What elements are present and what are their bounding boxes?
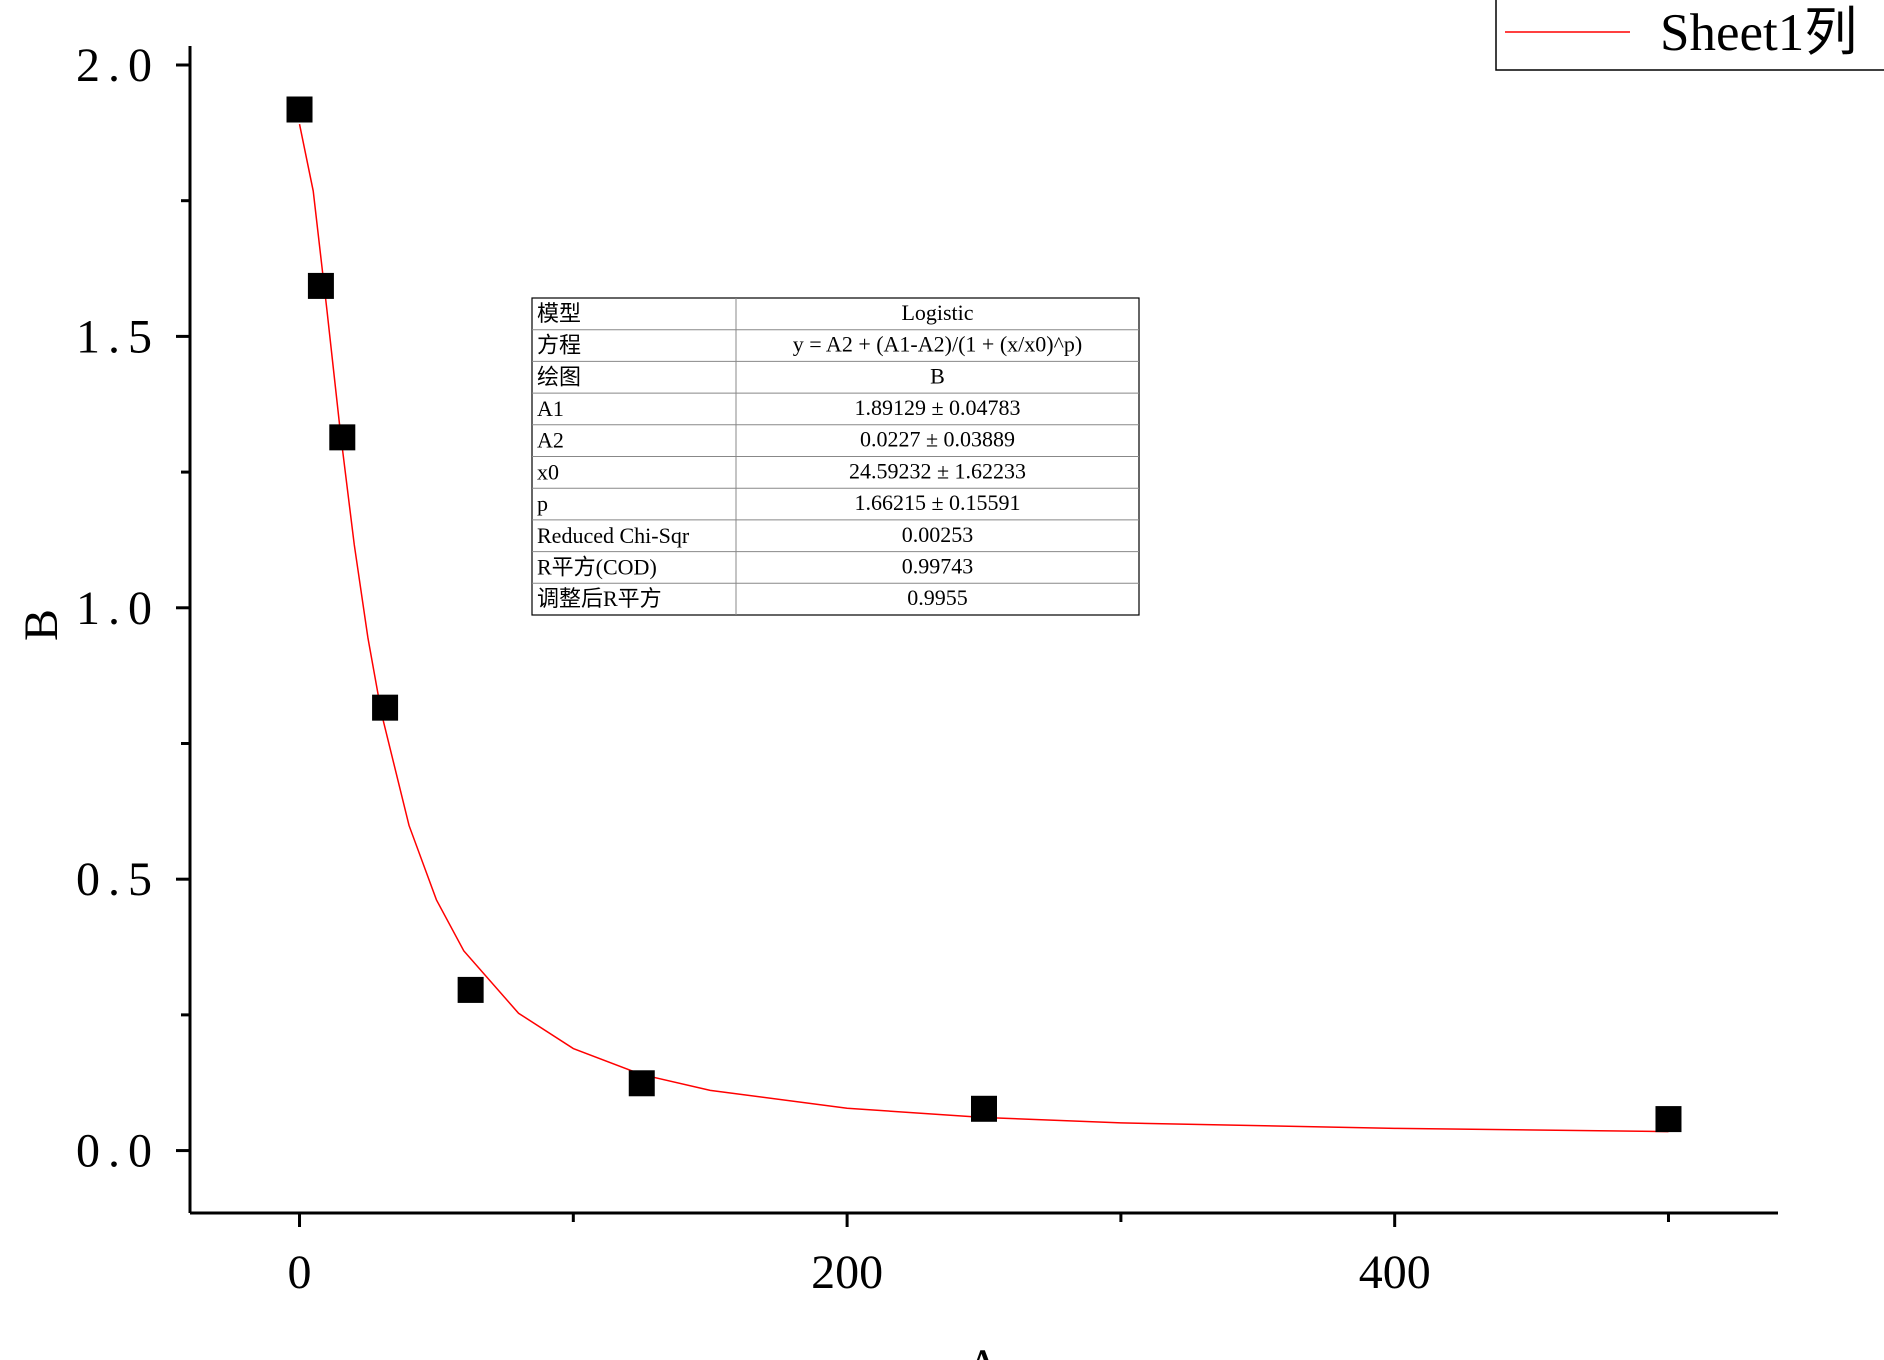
- table-key: 调整后R平方: [537, 586, 662, 611]
- table-value: 0.00253: [902, 522, 974, 547]
- x-tick-label: 200: [811, 1246, 883, 1299]
- data-point: [971, 1095, 997, 1122]
- y-axis-label: B: [15, 609, 68, 641]
- y-tick-label: 1.0: [76, 582, 160, 635]
- table-key: A1: [537, 396, 564, 421]
- data-point: [1655, 1106, 1682, 1133]
- y-tick-label: 0.0: [76, 1125, 160, 1178]
- fit-table: 模型 Logistic 方程 y = A2 + (A1-A2)/(1 + (x/x0)…: [531, 297, 1140, 616]
- x-axis-label: A: [966, 1340, 1001, 1360]
- table-value: B: [930, 363, 945, 388]
- data-point: [329, 424, 356, 451]
- table-key: p: [537, 491, 548, 516]
- table-key: A2: [537, 428, 564, 453]
- table-value: 0.9955: [907, 585, 968, 610]
- y-tick-label: 0.5: [76, 853, 160, 906]
- legend-label: Sheet1列: [1660, 4, 1857, 62]
- data-point: [307, 272, 334, 299]
- data-point: [372, 694, 399, 721]
- table-key: Reduced Chi-Sqr: [537, 523, 690, 548]
- table-value: 1.66215 ± 0.15591: [854, 490, 1020, 515]
- legend-box: [1495, 0, 1884, 71]
- table-value: 24.59232 ± 1.62233: [849, 458, 1026, 483]
- data-point: [286, 96, 313, 123]
- fit-curve: [298, 124, 1669, 1133]
- table-value: 0.0227 ± 0.03889: [860, 427, 1015, 452]
- x-tick-label: 0: [288, 1246, 312, 1299]
- data-point: [628, 1070, 655, 1097]
- table-value: y = A2 + (A1-A2)/(1 + (x/x0)^p): [793, 332, 1083, 357]
- table-key: R平方(COD): [537, 554, 657, 579]
- data-point: [457, 976, 484, 1003]
- table-value: 0.99743: [902, 553, 974, 578]
- y-tick-label: 1.5: [76, 310, 160, 363]
- table-key: x0: [537, 459, 559, 484]
- y-tick-label: 2.0: [76, 39, 160, 92]
- table-value: 1.89129 ± 0.04783: [854, 395, 1020, 420]
- table-key: 模型: [537, 301, 581, 326]
- table-value: Logistic: [901, 300, 973, 325]
- table-key: 绘图: [537, 364, 581, 389]
- table-key: 方程: [537, 333, 581, 358]
- x-tick-label: 400: [1359, 1246, 1431, 1299]
